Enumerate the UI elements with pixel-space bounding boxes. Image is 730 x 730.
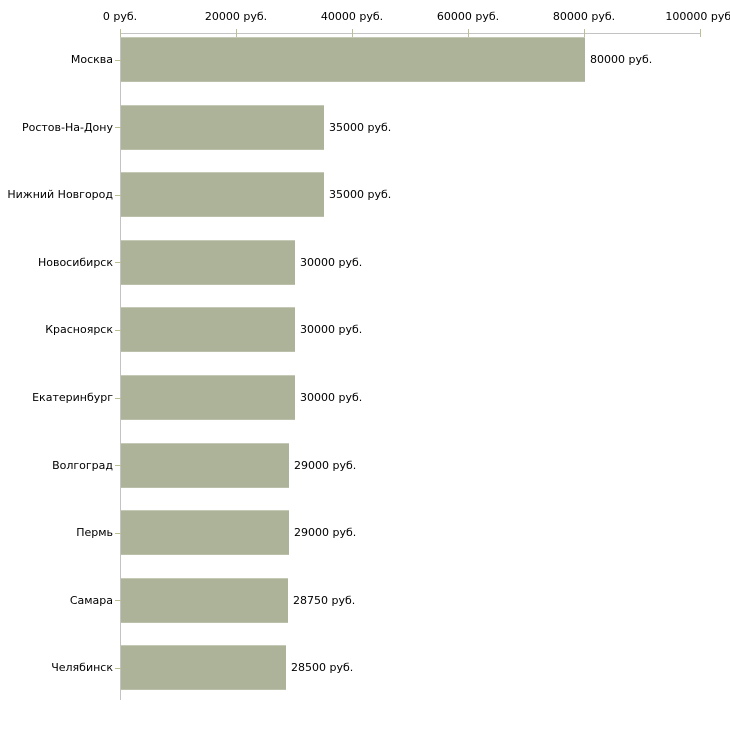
x-axis-tick-label: 40000 руб. — [320, 10, 384, 23]
x-axis-tick — [584, 29, 585, 37]
category-tick — [115, 465, 121, 466]
value-label: 35000 руб. — [329, 188, 392, 202]
x-axis-tick-label: 100000 руб. — [665, 10, 730, 23]
category-label: Новосибирск — [37, 255, 113, 269]
x-axis-tick-label: 60000 руб. — [436, 10, 500, 23]
value-label: 30000 руб. — [300, 391, 363, 404]
bar — [121, 37, 585, 82]
x-axis-tick-label: 0 руб. — [102, 10, 138, 23]
category-tick — [115, 600, 121, 601]
category-label: Екатеринбург — [32, 391, 113, 404]
category-label: Нижний Новгород — [7, 188, 113, 202]
x-axis-tick — [352, 29, 353, 37]
category-label: Красноярск — [45, 323, 113, 337]
category-tick — [115, 60, 121, 61]
value-label: 30000 руб. — [300, 323, 363, 337]
x-axis-tick-label: 20000 руб. — [204, 10, 268, 23]
bar — [121, 442, 289, 488]
x-axis-tick — [236, 29, 237, 37]
bar — [121, 577, 288, 623]
bar — [121, 239, 295, 285]
category-label: Пермь — [76, 526, 113, 540]
x-axis-line — [120, 33, 701, 34]
category-tick — [115, 398, 121, 399]
value-label: 35000 руб. — [329, 120, 392, 134]
value-label: 30000 руб. — [300, 255, 363, 269]
bar — [121, 645, 286, 691]
category-tick — [115, 533, 121, 534]
bar — [121, 307, 295, 353]
bar — [121, 510, 289, 556]
x-axis-tick-label: 80000 руб. — [552, 10, 616, 23]
x-axis-tick — [120, 29, 121, 37]
category-label: Самара — [69, 593, 113, 607]
bar — [121, 104, 324, 150]
category-tick — [115, 330, 121, 331]
category-tick — [115, 262, 121, 263]
value-label: 28750 руб. — [293, 593, 356, 607]
category-label: Ростов-На-Дону — [21, 120, 113, 134]
category-tick — [115, 668, 121, 669]
x-axis-tick — [468, 29, 469, 37]
category-tick — [115, 195, 121, 196]
value-label: 80000 руб. — [590, 53, 653, 66]
value-label: 29000 руб. — [294, 526, 357, 540]
category-label: Челябинск — [51, 661, 113, 675]
value-label: 28500 руб. — [291, 661, 354, 675]
y-axis-line — [120, 33, 121, 700]
value-label: 29000 руб. — [294, 458, 357, 472]
bar — [121, 172, 324, 218]
category-label: Москва — [70, 53, 113, 66]
category-label: Волгоград — [52, 458, 113, 472]
category-tick — [115, 127, 121, 128]
x-axis-tick — [700, 29, 701, 37]
bar — [121, 375, 295, 420]
